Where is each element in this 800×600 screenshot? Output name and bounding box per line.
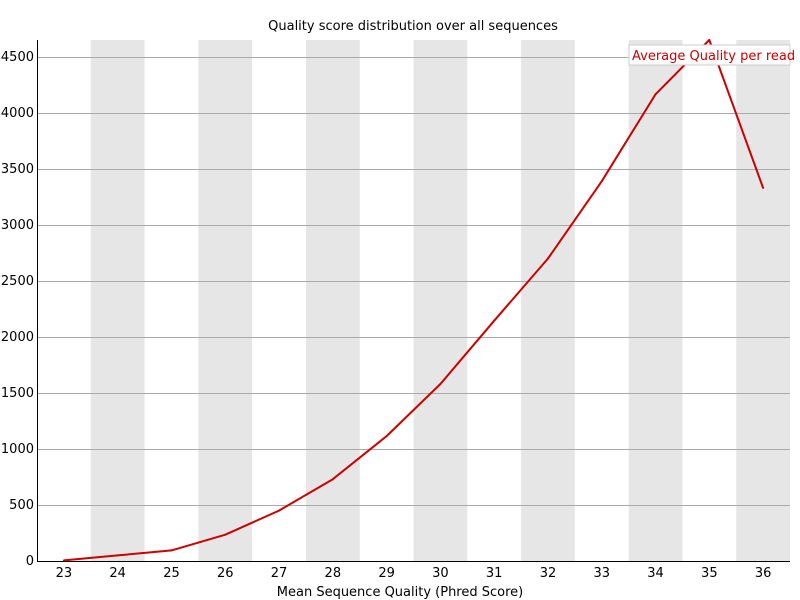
- y-tick-label: 3500: [1, 162, 34, 177]
- band: [305, 40, 360, 561]
- band: [198, 40, 253, 561]
- data-point: [600, 180, 603, 183]
- y-tick-label: 1500: [1, 386, 34, 401]
- x-tick-label: 27: [271, 566, 288, 581]
- y-tick-label: 1000: [1, 442, 34, 457]
- y-tick-label: 2500: [1, 274, 34, 289]
- x-tick-label: 24: [109, 566, 126, 581]
- series-line: [63, 39, 765, 562]
- band: [628, 40, 683, 561]
- x-tick-label: 28: [325, 566, 342, 581]
- series-lines: [62, 39, 765, 562]
- data-point: [762, 186, 765, 189]
- x-tick-label: 32: [540, 566, 557, 581]
- data-point: [116, 554, 119, 557]
- y-tick-label: 4000: [1, 106, 34, 121]
- x-tick-label: 33: [593, 566, 610, 581]
- x-tick-labels: 23 24 25 26 27 28 29 30 31 32 33 34 35 36: [56, 566, 772, 581]
- data-point: [331, 478, 334, 481]
- data-point: [439, 382, 442, 385]
- data-point: [278, 509, 281, 512]
- x-tick-label: 23: [56, 566, 73, 581]
- data-point: [708, 39, 711, 41]
- band: [413, 40, 468, 561]
- grid-lines: [37, 57, 790, 506]
- data-point: [224, 533, 227, 536]
- data-point: [170, 549, 173, 552]
- x-tick-label: 36: [755, 566, 772, 581]
- axes: [37, 40, 790, 562]
- band: [521, 40, 575, 561]
- x-tick-label: 25: [163, 566, 180, 581]
- legend-box: [628, 44, 791, 66]
- band: [90, 40, 145, 561]
- x-tick-label: 30: [432, 566, 449, 581]
- x-tick-label: 26: [217, 566, 234, 581]
- x-tick-label: 31: [486, 566, 503, 581]
- data-point: [546, 257, 549, 260]
- alternating-bands: [90, 40, 790, 561]
- chart-title: Quality score distribution over all sequ…: [268, 19, 558, 34]
- y-tick-label: 0: [26, 554, 34, 569]
- legend: Average Quality per read: [628, 44, 795, 66]
- data-point: [62, 559, 65, 562]
- x-tick-label: 29: [378, 566, 395, 581]
- x-tick-label: 34: [647, 566, 664, 581]
- data-point: [493, 319, 496, 322]
- x-axis-label: Mean Sequence Quality (Phred Score): [277, 585, 523, 600]
- y-tick-label: 2000: [1, 330, 34, 345]
- y-tick-label: 500: [9, 498, 34, 513]
- data-point: [654, 93, 657, 96]
- band: [736, 40, 790, 561]
- data-point: [385, 435, 388, 438]
- y-tick-label: 3000: [1, 218, 34, 233]
- y-tick-labels: 0 500 1000 1500 2000 2500 3000 3500 4000 4500: [1, 50, 34, 569]
- y-tick-label: 4500: [1, 50, 34, 65]
- legend-label: Average Quality per read: [632, 49, 795, 64]
- x-tick-label: 35: [701, 566, 718, 581]
